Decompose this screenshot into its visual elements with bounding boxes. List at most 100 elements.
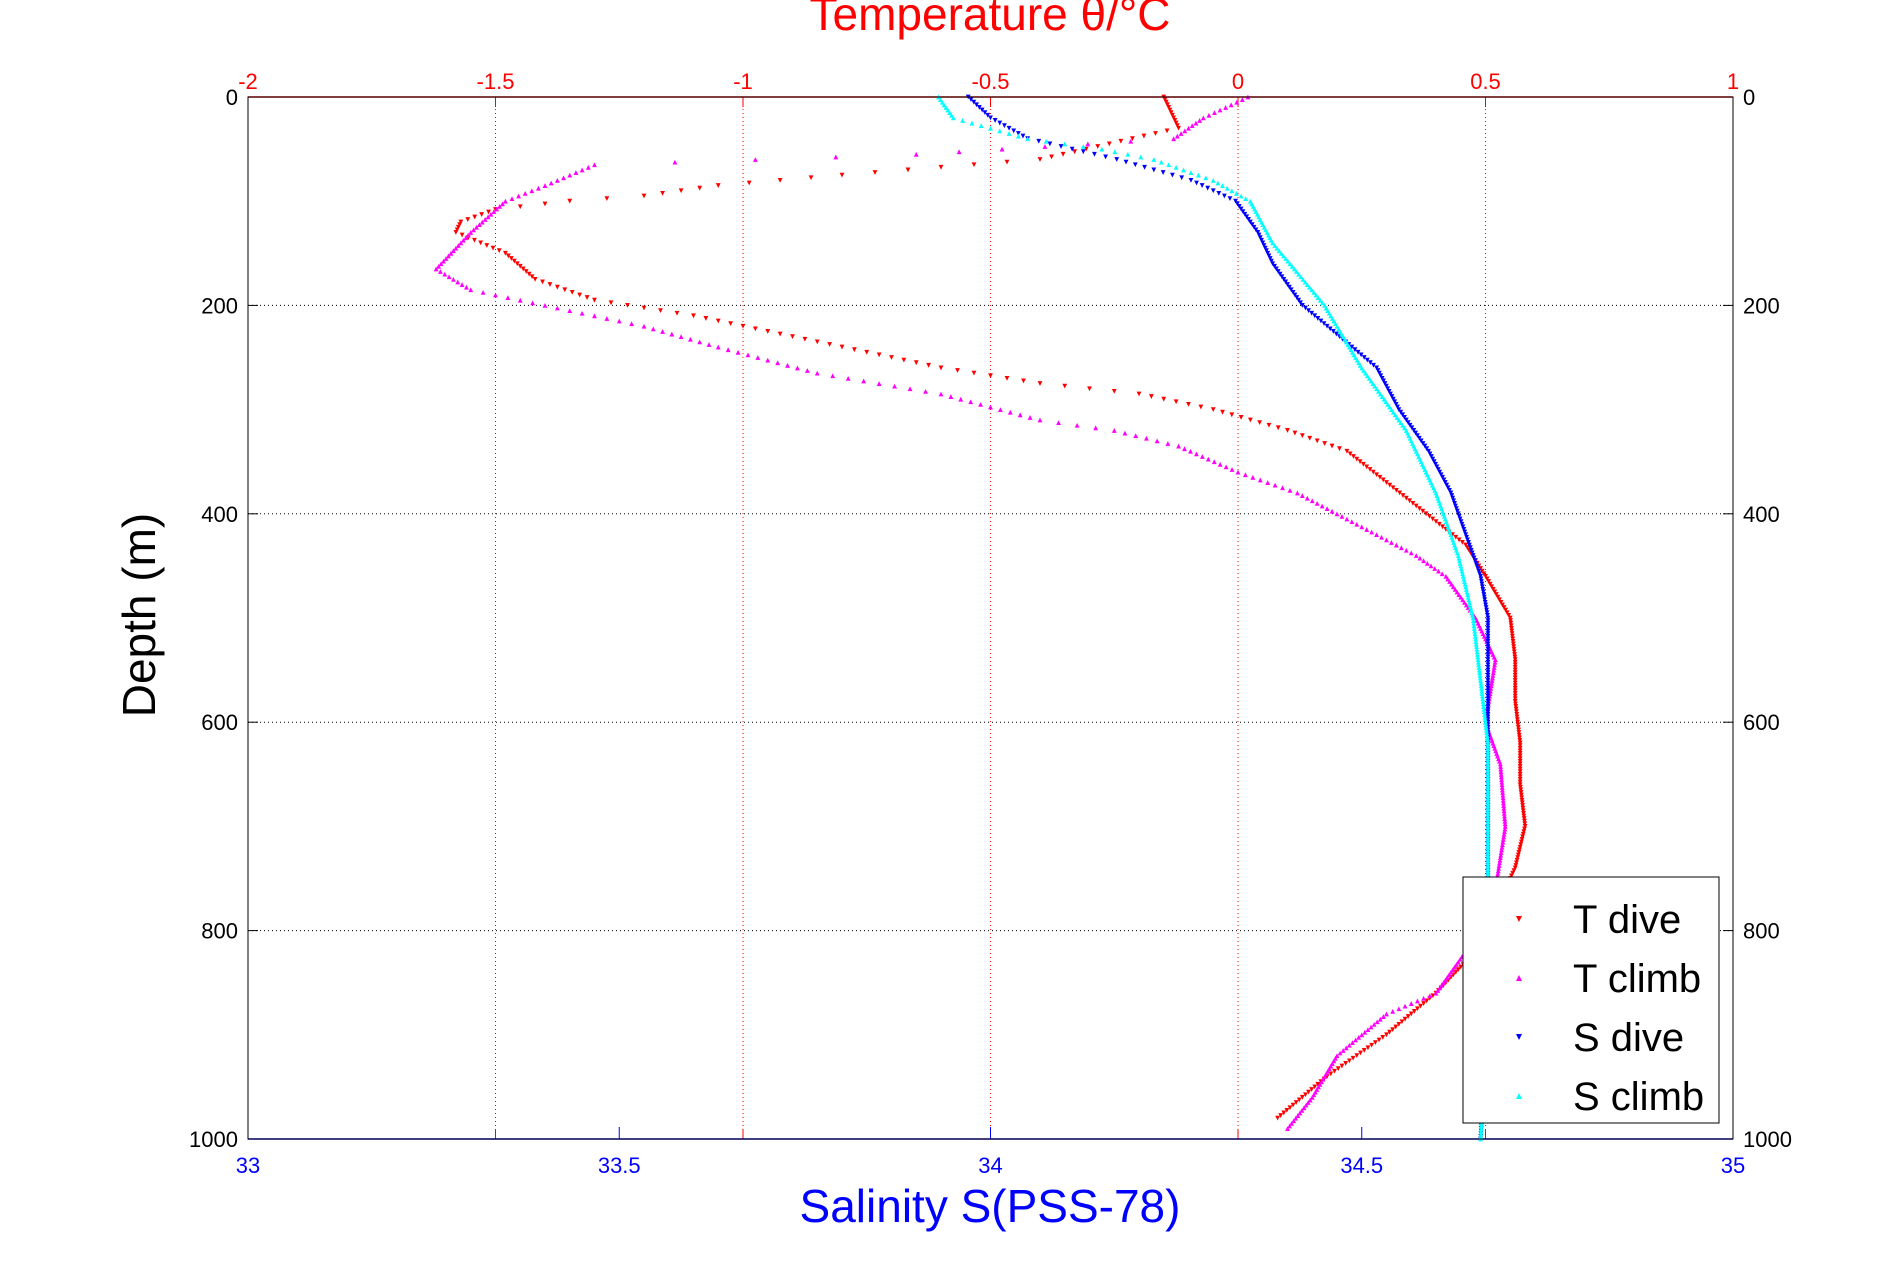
data-point [579,167,585,173]
data-point [1384,480,1389,485]
data-point [1441,980,1446,986]
data-point [1285,428,1290,433]
data-point [1257,420,1263,426]
data-point [1423,511,1429,517]
data-point [1234,99,1240,105]
data-point [1485,667,1491,673]
data-point [1485,639,1491,644]
data-point [1421,995,1427,1001]
data-point [1393,1024,1399,1030]
data-point [1396,1006,1402,1012]
data-point [1496,865,1502,871]
data-point [1489,584,1495,590]
data-point [1460,540,1465,545]
data-point [907,386,913,392]
data-point [1449,493,1455,498]
data-point [1330,329,1336,334]
data-point [678,188,684,194]
data-point [1309,287,1315,293]
data-point [1396,1021,1402,1027]
data-point [1481,594,1487,600]
data-point [1256,232,1262,238]
data-point [1512,654,1518,660]
data-point [584,295,590,300]
data-point [1485,649,1491,655]
data-point [1365,1027,1371,1032]
data-point [960,118,966,123]
data-point [1365,1045,1371,1051]
data-point [1171,115,1177,121]
data-point [892,383,897,389]
data-point [1377,1016,1383,1022]
data-point [1274,245,1280,251]
data-point [1484,607,1489,613]
data-point [1438,472,1444,478]
data-point [1153,131,1158,136]
data-point [1025,136,1031,142]
data-point [1397,490,1403,496]
data-point [1498,850,1504,855]
data-point [1485,631,1491,637]
data-point [1451,498,1457,504]
data-point [1173,164,1179,170]
data-point [1362,1029,1368,1035]
data-point [1475,566,1481,571]
data-point [1220,409,1225,415]
data-point [1290,1102,1296,1108]
data-point [672,159,678,165]
data-point [1390,396,1396,402]
data-point [1458,519,1464,525]
data-point [1205,456,1211,462]
data-point [1480,698,1486,704]
data-point [1350,1040,1355,1046]
data-point [455,224,461,230]
data-point [1490,586,1496,592]
data-point [1428,563,1434,569]
data-point [851,347,857,353]
data-point [1455,511,1461,517]
data-point [1390,485,1396,491]
data-point [1321,321,1327,327]
data-point [688,336,693,342]
data-point [592,313,597,319]
data-point [1389,394,1395,399]
data-point [1511,868,1517,874]
data-point [1309,498,1315,504]
data-point [579,310,585,316]
data-point [1513,704,1519,709]
data-point [1474,644,1479,650]
data-point [438,269,443,274]
data-point [1037,381,1043,386]
data-point [1386,388,1392,394]
data-point [1498,771,1504,777]
data-point [1390,409,1396,415]
data-point [913,360,919,366]
data-point [479,219,485,225]
data-point [1387,404,1392,410]
data-point [1302,279,1308,285]
data-point [1162,97,1168,103]
data-point [982,110,988,116]
data-point [1279,274,1285,280]
data-point [529,188,535,194]
data-point [1037,157,1043,162]
data-point [526,271,532,277]
data-point [956,149,962,155]
data-point [1403,495,1409,501]
data-point [494,206,500,212]
data-point [1399,1019,1405,1025]
data-point [1485,870,1491,876]
data-point [1517,764,1523,769]
data-point [1454,506,1459,511]
data-point [1485,665,1491,670]
data-point [1493,592,1499,597]
data-point [1303,1092,1308,1098]
data-point [808,175,814,181]
data-point [1257,235,1263,241]
data-point [1479,691,1485,696]
data-point [1407,498,1412,504]
data-point [1234,201,1240,207]
data-point [1467,542,1472,548]
data-point [1298,300,1303,306]
data-point [1515,719,1521,725]
